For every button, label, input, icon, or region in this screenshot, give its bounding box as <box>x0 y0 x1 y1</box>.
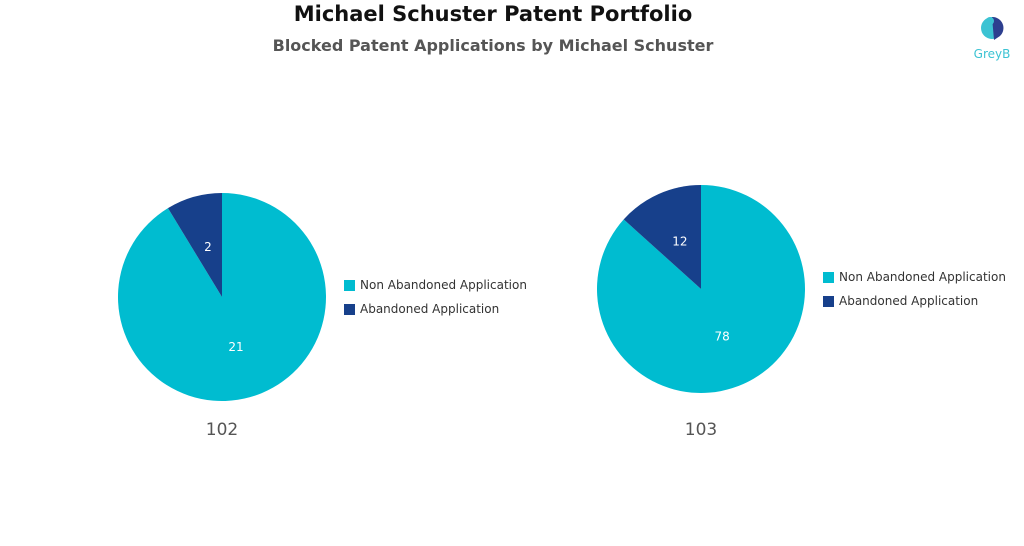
legend-swatch <box>823 271 834 283</box>
legend-label: Abandoned Application <box>839 294 979 308</box>
data-label: 2 <box>204 240 212 254</box>
pie-slice[interactable] <box>167 193 222 297</box>
legend-label: Non Abandoned Application <box>360 278 527 292</box>
greyb-logo: GreyB <box>974 16 1011 61</box>
legend-swatch <box>823 295 834 307</box>
pie-slice[interactable] <box>597 185 806 393</box>
category-label: 102 <box>205 420 239 440</box>
legend-item[interactable]: Non Abandoned Application <box>823 265 1006 289</box>
legend-label: Non Abandoned Application <box>839 270 1006 284</box>
legend: Non Abandoned Application Abandoned Appli… <box>344 273 527 321</box>
category-label: 103 <box>684 420 718 440</box>
legend-label: Abandoned Application <box>360 302 500 316</box>
data-label: 78 <box>715 330 730 344</box>
legend-item[interactable]: Abandoned Application <box>823 289 1006 313</box>
legend-item[interactable]: Non Abandoned Application <box>344 273 527 297</box>
legend-swatch <box>344 279 355 291</box>
legend-item[interactable]: Abandoned Application <box>344 297 527 321</box>
legend: Non Abandoned Application Abandoned Appli… <box>823 265 1006 313</box>
chart-subtitle: Blocked Patent Applications by Michael S… <box>272 36 714 55</box>
pie-slice[interactable] <box>623 185 701 289</box>
svg-text:GreyB: GreyB <box>974 47 1011 61</box>
data-label: 21 <box>228 340 243 354</box>
chart-title: Michael Schuster Patent Portfolio <box>293 2 693 26</box>
legend-swatch <box>344 303 355 315</box>
data-label: 12 <box>672 234 687 248</box>
